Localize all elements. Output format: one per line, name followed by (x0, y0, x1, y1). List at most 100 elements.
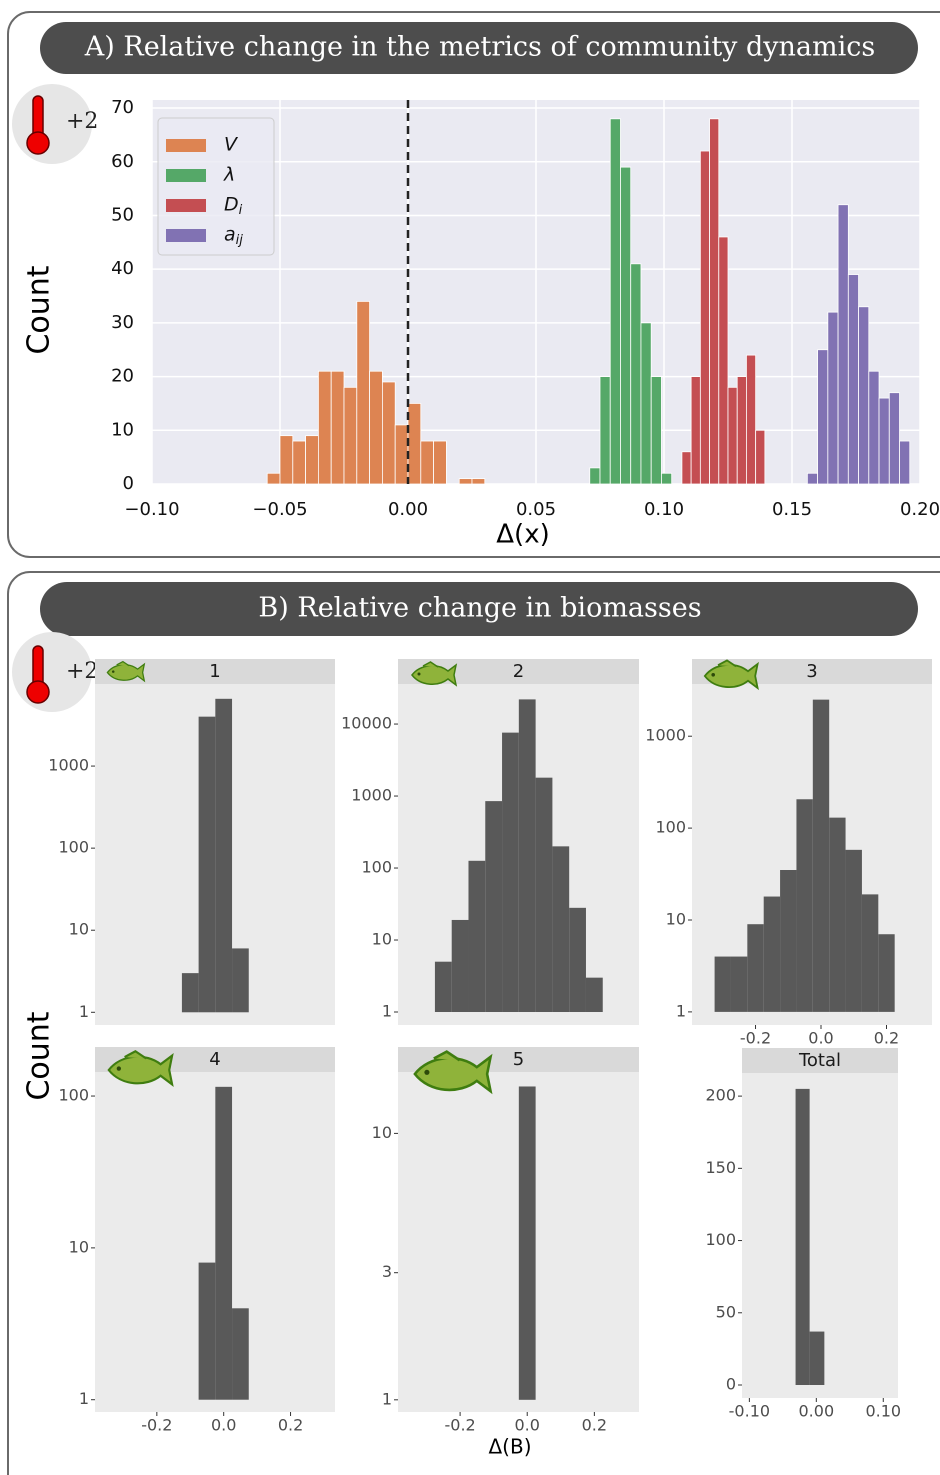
x-tick-label: 0.2 (278, 1416, 303, 1435)
badge-label: +2 (66, 109, 98, 134)
y-tick-label: 10 (372, 930, 392, 949)
y-tick-label: 1000 (645, 726, 686, 745)
histogram-bar (681, 451, 692, 485)
y-tick-label: 10 (666, 909, 686, 928)
legend-swatch (166, 229, 206, 242)
x-tick-label: -0.10 (729, 1402, 770, 1421)
histogram-bar (458, 478, 473, 485)
thermometer-badge: +2 (12, 632, 98, 712)
histogram-bar (888, 392, 900, 485)
y-tick-label: 1000 (48, 756, 89, 775)
x-tick-label: 0.10 (865, 1402, 901, 1421)
histogram-bar (878, 934, 895, 1012)
y-tick-label: 1 (382, 1002, 392, 1021)
histogram-bar (266, 472, 281, 485)
histogram-bar (809, 1331, 825, 1385)
y-tick-label: 70 (111, 97, 134, 118)
histogram-bar (620, 166, 632, 485)
x-tick-label: 0.20 (900, 499, 940, 520)
histogram-bar (727, 386, 738, 485)
histogram-bar (343, 386, 358, 485)
y-tick-label: 10000 (341, 714, 392, 733)
histogram-bar (709, 118, 720, 485)
histogram-bar (433, 440, 447, 485)
histogram-bar (569, 907, 586, 1013)
legend-swatch (166, 199, 206, 212)
histogram-bar (535, 777, 553, 1013)
histogram-bar (305, 435, 319, 485)
histogram-bar (861, 894, 879, 1012)
y-tick-label: 50 (716, 1302, 736, 1321)
histogram-bar (837, 204, 849, 485)
histogram-bar (847, 274, 859, 485)
histogram-bar (502, 732, 519, 1013)
histogram-bar (232, 948, 249, 1013)
y-tick-label: 150 (705, 1158, 736, 1177)
histogram-bar (589, 467, 601, 485)
histogram-bar (518, 1086, 536, 1400)
histogram-bar (181, 973, 199, 1013)
histogram-bar (780, 870, 797, 1012)
histogram-bar (232, 1308, 249, 1400)
y-tick-label: 100 (655, 818, 686, 837)
y-tick-label: 10 (69, 1237, 89, 1256)
histogram-bar (763, 896, 781, 1012)
y-tick-label: 10 (111, 419, 134, 440)
histogram-bar (471, 478, 486, 485)
histogram-bar (812, 699, 830, 1012)
facet-title: 3 (806, 661, 817, 682)
legend-label: Di (224, 194, 243, 218)
histogram-bar (434, 961, 452, 1013)
histogram-bar (827, 311, 839, 485)
legend-label: λ (223, 164, 235, 186)
histogram-bar (746, 354, 757, 485)
legend-box (157, 117, 275, 256)
histogram-bar (215, 698, 233, 1013)
y-tick-label: 0 (726, 1375, 736, 1394)
histogram-bar (817, 349, 829, 485)
y-tick-label: 100 (58, 1086, 89, 1105)
x-tick-label: 0.2 (582, 1416, 607, 1435)
histogram-bar (796, 799, 813, 1012)
y-tick-label: 100 (705, 1230, 736, 1249)
facet-title: Total (798, 1050, 841, 1071)
histogram-bar (630, 263, 642, 485)
x-tick-label: 0.0 (808, 1029, 833, 1048)
y-tick-label: 20 (111, 366, 134, 387)
histogram-bar (661, 472, 673, 485)
histogram-bar (407, 403, 422, 485)
histogram-bar (609, 118, 621, 485)
histogram-bar (845, 849, 862, 1012)
y-tick-label: 10 (372, 1123, 392, 1142)
histogram-bar (699, 150, 710, 485)
histogram-bar (198, 716, 216, 1013)
legend-label: V (224, 134, 239, 156)
facet-strip (742, 1048, 898, 1073)
histogram-bar (330, 370, 345, 485)
badge-label: +2 (66, 659, 98, 684)
histogram-bar (829, 817, 846, 1012)
facet-title: 5 (513, 1049, 524, 1070)
x-tick-label: 0.2 (874, 1029, 899, 1048)
legend-swatch (166, 139, 206, 152)
x-tick-label: -0.2 (141, 1416, 172, 1435)
y-tick-label: 3 (382, 1262, 392, 1281)
y-tick-label: 1 (382, 1389, 392, 1408)
histogram-bar (795, 1088, 810, 1385)
histogram-bar (485, 801, 503, 1013)
histogram-bar (899, 440, 911, 485)
histogram-bar (552, 846, 570, 1013)
histogram-bar (747, 924, 764, 1012)
histogram-bar (806, 472, 818, 485)
histogram-bar (690, 376, 701, 485)
histogram-bar (878, 397, 890, 485)
histogram-bar (518, 699, 536, 1013)
histogram-bar (640, 322, 652, 485)
x-axis-label: Δ(x) (496, 520, 549, 550)
x-tick-label: 0.0 (211, 1416, 236, 1435)
histogram-bar (599, 376, 611, 485)
histogram-bar (736, 376, 747, 485)
histogram-bar (585, 977, 603, 1013)
histogram-bar (755, 429, 766, 485)
